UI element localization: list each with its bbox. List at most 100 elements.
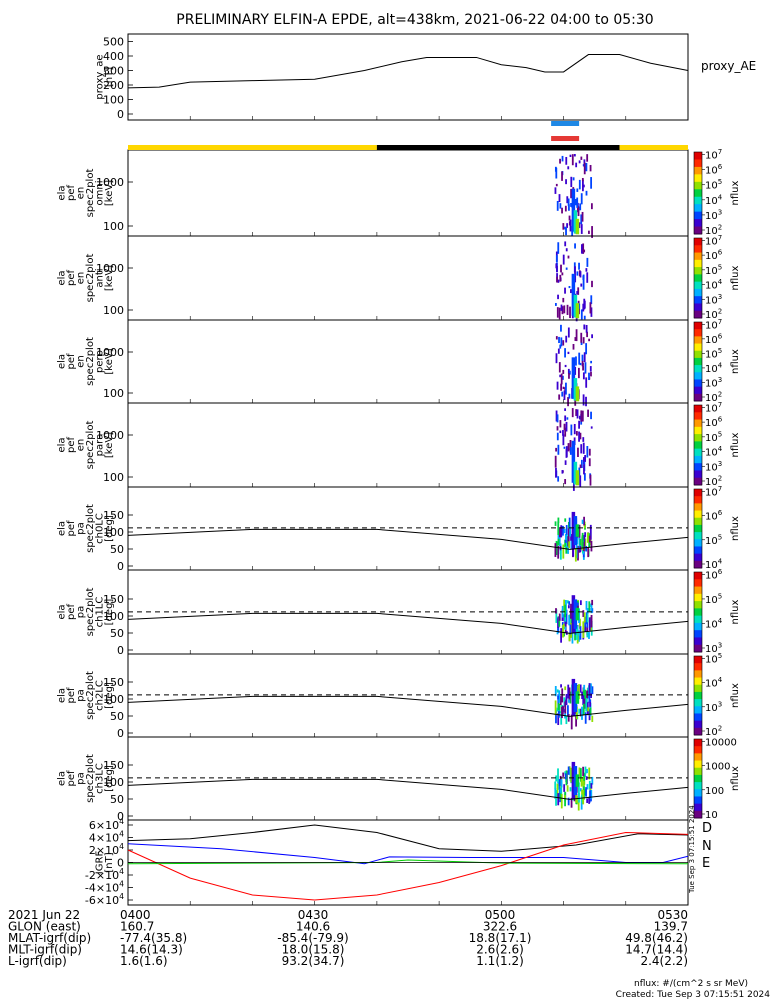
panel-frame-8 [127, 736, 689, 821]
spectrogram-4-cell-15 [569, 440, 572, 451]
spectrogram-1-cell-0 [554, 187, 557, 194]
proxy-ae-line [127, 54, 689, 89]
spectrogram-5-cell-78 [586, 532, 589, 543]
ylabel-6-2: pa [76, 606, 87, 618]
colorbar-3-band-8 [694, 379, 702, 388]
panel-8-local-pa-line [127, 778, 689, 800]
spectrogram-7-cell-79 [589, 701, 592, 707]
spectrogram-6-cell-62 [583, 612, 586, 623]
colorbar-4-band-4 [694, 434, 702, 442]
spectrogram-3-cell-39 [580, 342, 583, 346]
spectrogram-7-cell-65 [568, 687, 571, 695]
colorbar-6-band-8 [694, 630, 702, 638]
spectrogram-7-cell-88 [589, 707, 592, 715]
spectrogram-3-cell-42 [562, 340, 565, 346]
spectrogram-5-cell-21 [557, 517, 560, 523]
spectrogram-2-cell-35 [586, 272, 589, 283]
spectrogram-1 [554, 154, 593, 238]
igrf-n-line [127, 843, 689, 865]
spectrogram-4-cell-11 [557, 476, 560, 482]
spectrogram-5-cell-59 [554, 543, 557, 557]
colorbar-6-band-5 [694, 608, 702, 617]
panel-frame-5 [127, 486, 689, 571]
ephemeris-value-0-1: 0430 [298, 908, 329, 922]
spectrogram-7-cell-71 [558, 690, 561, 703]
spectrogram-6-cell-72 [564, 626, 567, 630]
spectrogram-4-cell-33 [579, 475, 582, 487]
colorbar-3-ticklabel-2: 104 [705, 361, 723, 375]
spectrogram-8-cell-57 [575, 791, 578, 803]
colorbar-7-ticklabel-0: 102 [705, 725, 722, 739]
spectrogram-2-cell-54 [582, 275, 585, 281]
colorbar-2-ticklabel-5: 107 [705, 234, 722, 248]
spectrogram-2-cell-22 [578, 262, 580, 270]
colorbar-3-band-9 [694, 386, 702, 395]
spectrogram-7 [554, 678, 594, 730]
spectrogram-8-cell-3 [566, 785, 569, 792]
spectrogram-1-cell-19 [566, 223, 568, 228]
spectrogram-7-cell-39 [556, 707, 559, 712]
ylabel-6-5: [deg] [104, 599, 115, 626]
spectrogram-3-cell-61 [580, 332, 583, 343]
spectrogram-7-cell-83 [570, 714, 573, 730]
spectrogram-3-cell-49 [577, 367, 580, 379]
ylabel-4-3: spec2plot [85, 421, 96, 470]
spectrogram-3-cell-40 [567, 327, 570, 338]
spectrogram-3-cell-59 [560, 337, 563, 347]
spectrogram-2-cell-29 [555, 263, 558, 269]
spectrogram-4-cell-2 [567, 443, 570, 452]
ephemeris-value-2-0: -77.4(35.8) [120, 931, 187, 945]
colorbar-3-frame [693, 321, 703, 402]
spectrogram-6-cell-47 [562, 625, 564, 638]
ylabel-7-4: ch2LC [95, 680, 106, 711]
ylabel-8-2: pa [76, 772, 87, 784]
spectrogram-8-core-1 [573, 766, 578, 796]
panel-9-yticklabel-1: -4×104 [85, 880, 124, 895]
colorbar-1-band-2 [694, 166, 702, 175]
spectrogram-7-cell-46 [568, 690, 571, 703]
colorbar-5-band-4 [694, 517, 702, 526]
spectrogram-8-cell-79 [582, 789, 585, 805]
colorbar-7-band-8 [694, 713, 702, 722]
ylabel-8-1: pef [66, 770, 77, 787]
panel-6-yticklabel-3: 150 [103, 593, 124, 606]
spectrogram-4-cell-55 [562, 430, 564, 436]
spectrogram-3-cell-35 [556, 381, 559, 390]
spectrogram-4-cell-61 [582, 437, 585, 442]
colorbar-4-ticklabel-2: 104 [705, 445, 723, 459]
spectrogram-1-cell-35 [578, 160, 581, 164]
spectrogram-5-cell-25 [584, 532, 587, 538]
colorbar-1-band-4 [694, 181, 702, 190]
spectrogram-2-cell-19 [580, 309, 583, 320]
spectrogram-4-cell-43 [579, 432, 582, 440]
spectrogram-6-cell-35 [579, 626, 582, 640]
spectrogram-7-core-0 [571, 678, 576, 717]
colorbar-3-ticklabel-1: 103 [705, 376, 722, 390]
spectrogram-4-core-1 [573, 461, 578, 485]
colorbar-6-ticklabel-1: 104 [705, 617, 723, 631]
spectrogram-1-cell-12 [562, 223, 565, 230]
spectrogram-5-cell-64 [588, 535, 591, 543]
spectrogram-8-cell-0 [578, 782, 580, 796]
colorbar-3-ticklabel-4: 106 [705, 332, 723, 346]
spectrogram-8-cell-6 [570, 797, 573, 808]
colorbar-5-frame [693, 488, 703, 569]
spectrogram-3-cell-19 [558, 394, 561, 400]
spectrogram-3-cell-3 [555, 353, 558, 364]
spectrogram-4-cell-62 [583, 464, 585, 475]
ephemeris-value-2-1: -85.4(-79.9) [277, 931, 348, 945]
panel-0-yticklabel-4: 400 [103, 50, 124, 63]
spectrogram-4-cell-17 [564, 408, 567, 411]
panel-6-local-pa-line [127, 612, 689, 634]
colorbar-4-band-0 [694, 405, 702, 413]
spectrogram-4-cell-19 [572, 480, 575, 491]
spectrogram-1-cell-4 [570, 176, 573, 188]
spectrogram-5-cell-30 [559, 547, 562, 560]
spectrogram-7-cell-29 [564, 699, 567, 714]
spectrogram-6-cell-87 [586, 608, 589, 615]
spectrogram-3-cell-44 [590, 360, 593, 364]
spectrogram-6-cell-79 [558, 613, 561, 621]
spectrogram-5-cell-48 [564, 539, 567, 543]
colorbar-5-band-8 [694, 546, 702, 555]
colorbar-7-band-4 [694, 684, 702, 693]
